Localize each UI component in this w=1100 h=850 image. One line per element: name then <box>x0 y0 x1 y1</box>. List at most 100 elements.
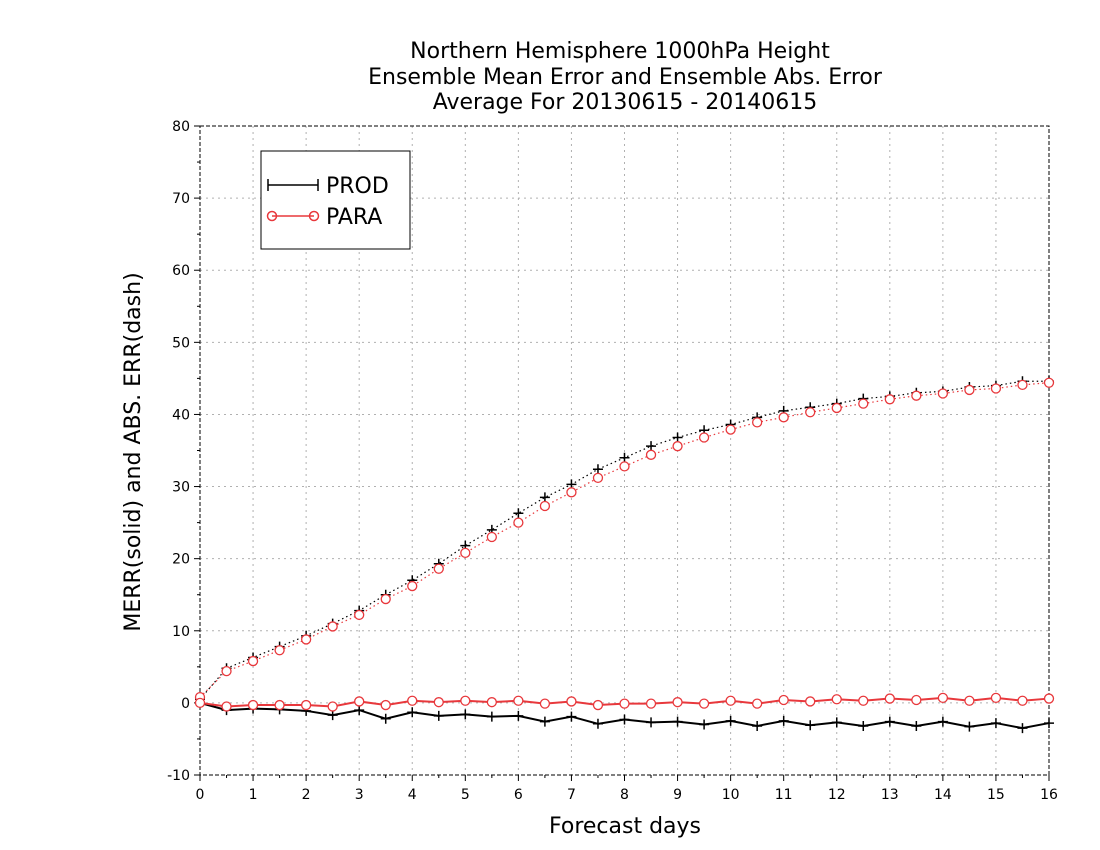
merr-point-para <box>513 695 524 706</box>
merr-point-prod <box>433 710 444 721</box>
merr-point-para <box>911 694 922 706</box>
merr-point-para <box>831 694 842 705</box>
merr-point-prod <box>858 720 869 731</box>
merr-point-prod <box>937 716 948 727</box>
merr-point-prod <box>990 718 1001 729</box>
x-tick-label: 11 <box>775 787 793 803</box>
merr-point-para <box>858 695 869 706</box>
abs-err-point-para <box>539 500 551 512</box>
merr-point-prod <box>486 711 497 722</box>
title-line-2: Ensemble Mean Error and Ensemble Abs. Er… <box>368 65 883 90</box>
abs-err-point-para <box>274 645 285 656</box>
x-tick-label: 15 <box>987 787 1005 803</box>
merr-point-para <box>539 698 551 709</box>
abs-err-point-para <box>300 634 312 645</box>
merr-point-para <box>884 693 895 704</box>
abs-err-point-para <box>831 402 842 414</box>
legend-marker-para-right <box>308 210 320 222</box>
merr-point-prod <box>619 714 630 725</box>
merr-point-prod <box>1044 718 1054 729</box>
merr-point-para <box>725 695 736 706</box>
merr-point-para <box>752 698 763 709</box>
x-tick-label: 7 <box>567 787 576 803</box>
abs-err-point-para <box>911 390 922 401</box>
abs-err-point-para <box>247 655 259 667</box>
abs-err-point-para <box>433 563 444 574</box>
legend-marker-para-left <box>266 210 278 222</box>
legend-label-prod: PROD <box>326 174 389 199</box>
abs-err-point-para <box>221 666 232 677</box>
y-tick-label: 60 <box>172 263 190 279</box>
abs-err-point-para <box>486 531 497 543</box>
abs-err-point-para <box>858 398 869 409</box>
merr-point-para <box>672 697 683 708</box>
legend-marker-prod <box>267 179 319 191</box>
merr-point-para <box>486 697 497 708</box>
abs-err-point-para <box>698 432 710 443</box>
merr-point-prod <box>646 717 657 728</box>
merr-point-prod <box>831 717 842 728</box>
abs-err-point-para <box>566 487 577 498</box>
abs-err-point-para <box>1043 377 1055 388</box>
abs-err-point-prod <box>672 432 683 443</box>
merr-point-para <box>592 699 604 711</box>
merr-point-para <box>327 701 338 712</box>
merr-point-para <box>619 698 630 709</box>
title-line-3: Average For 20130615 - 20140615 <box>433 90 818 115</box>
abs-err-point-prod <box>646 441 657 452</box>
merr-point-prod <box>805 720 816 731</box>
x-axis-label: Forecast days <box>549 814 701 839</box>
merr-point-para <box>247 699 259 711</box>
merr-point-prod <box>884 716 895 727</box>
merr-point-prod <box>354 705 365 716</box>
abs-err-point-prod <box>592 464 603 475</box>
abs-err-point-para <box>884 394 895 405</box>
abs-err-point-para <box>937 388 949 399</box>
y-tick-label: 40 <box>172 407 190 423</box>
merr-point-prod <box>513 710 524 721</box>
merr-point-prod <box>672 716 683 727</box>
abs-err-point-para <box>725 424 736 435</box>
series-layer <box>194 376 1055 734</box>
abs-err-point-para <box>964 384 975 396</box>
merr-point-para <box>698 698 710 709</box>
merr-point-para <box>566 696 577 707</box>
merr-point-prod <box>327 710 338 721</box>
grid <box>200 126 1049 775</box>
abs-err-point-para <box>805 407 816 418</box>
merr-point-prod <box>1017 723 1028 734</box>
abs-err-point-para <box>990 383 1002 394</box>
y-tick-label: -10 <box>167 768 190 784</box>
merr-point-para <box>964 695 975 706</box>
axis-ticks: 0 1 2 3 4 5 6 7 8 9 10 11 12 13 14 15 16-100102030405060… <box>167 119 1058 803</box>
merr-point-prod <box>566 711 577 722</box>
merr-point-para <box>460 695 471 706</box>
title-line-1: Northern Hemisphere 1000hPa Height <box>410 39 830 64</box>
abs-err-point-para <box>354 609 365 621</box>
merr-point-prod <box>964 721 975 732</box>
merr-point-prod <box>380 713 391 724</box>
abs-err-point-para <box>592 472 604 484</box>
abs-err-point-para <box>1017 379 1028 391</box>
chart-title: Northern Hemisphere 1000hPa Height Ensem… <box>368 39 883 115</box>
abs-err-point-para <box>380 593 391 605</box>
abs-err-point-para <box>327 621 338 632</box>
legend-box <box>260 150 411 250</box>
merr-point-para <box>645 698 657 709</box>
abs-err-line-prod <box>199 380 1049 700</box>
merr-point-prod <box>407 707 418 718</box>
merr-point-prod <box>725 715 736 726</box>
x-tick-label: 9 <box>673 787 682 803</box>
abs-err-point-para <box>672 441 683 452</box>
y-tick-label: 0 <box>181 696 190 712</box>
x-tick-label: 3 <box>355 787 364 803</box>
merr-point-para <box>300 699 312 711</box>
merr-point-para <box>274 699 285 711</box>
legend-label-para: PARA <box>326 205 382 230</box>
x-tick-label: 5 <box>461 787 470 803</box>
merr-point-para <box>1017 695 1028 706</box>
merr-point-para <box>1043 693 1055 704</box>
abs-err-point-para <box>513 517 524 528</box>
merr-point-para <box>805 696 816 707</box>
y-tick-label: 20 <box>172 552 190 568</box>
